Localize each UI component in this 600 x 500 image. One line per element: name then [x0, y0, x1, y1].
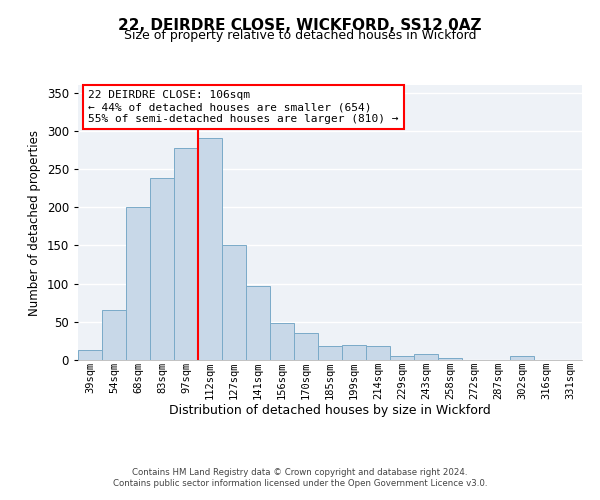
Bar [198, 138, 222, 360]
Bar [438, 358, 462, 360]
Bar [102, 310, 126, 360]
Text: Contains HM Land Registry data © Crown copyright and database right 2024.
Contai: Contains HM Land Registry data © Crown c… [113, 468, 487, 487]
X-axis label: Distribution of detached houses by size in Wickford: Distribution of detached houses by size … [169, 404, 491, 417]
Text: Size of property relative to detached houses in Wickford: Size of property relative to detached ho… [124, 29, 476, 42]
Bar [246, 286, 270, 360]
Bar [294, 334, 318, 360]
Y-axis label: Number of detached properties: Number of detached properties [28, 130, 41, 316]
Text: 22, DEIRDRE CLOSE, WICKFORD, SS12 0AZ: 22, DEIRDRE CLOSE, WICKFORD, SS12 0AZ [118, 18, 482, 32]
Bar [510, 356, 534, 360]
Bar [78, 350, 102, 360]
Text: 22 DEIRDRE CLOSE: 106sqm
← 44% of detached houses are smaller (654)
55% of semi-: 22 DEIRDRE CLOSE: 106sqm ← 44% of detach… [88, 90, 398, 124]
Bar [342, 344, 366, 360]
Bar [318, 346, 342, 360]
Bar [414, 354, 438, 360]
Bar [366, 346, 390, 360]
Bar [126, 207, 150, 360]
Bar [390, 356, 414, 360]
Bar [174, 148, 198, 360]
Bar [222, 246, 246, 360]
Bar [270, 322, 294, 360]
Bar [150, 178, 174, 360]
